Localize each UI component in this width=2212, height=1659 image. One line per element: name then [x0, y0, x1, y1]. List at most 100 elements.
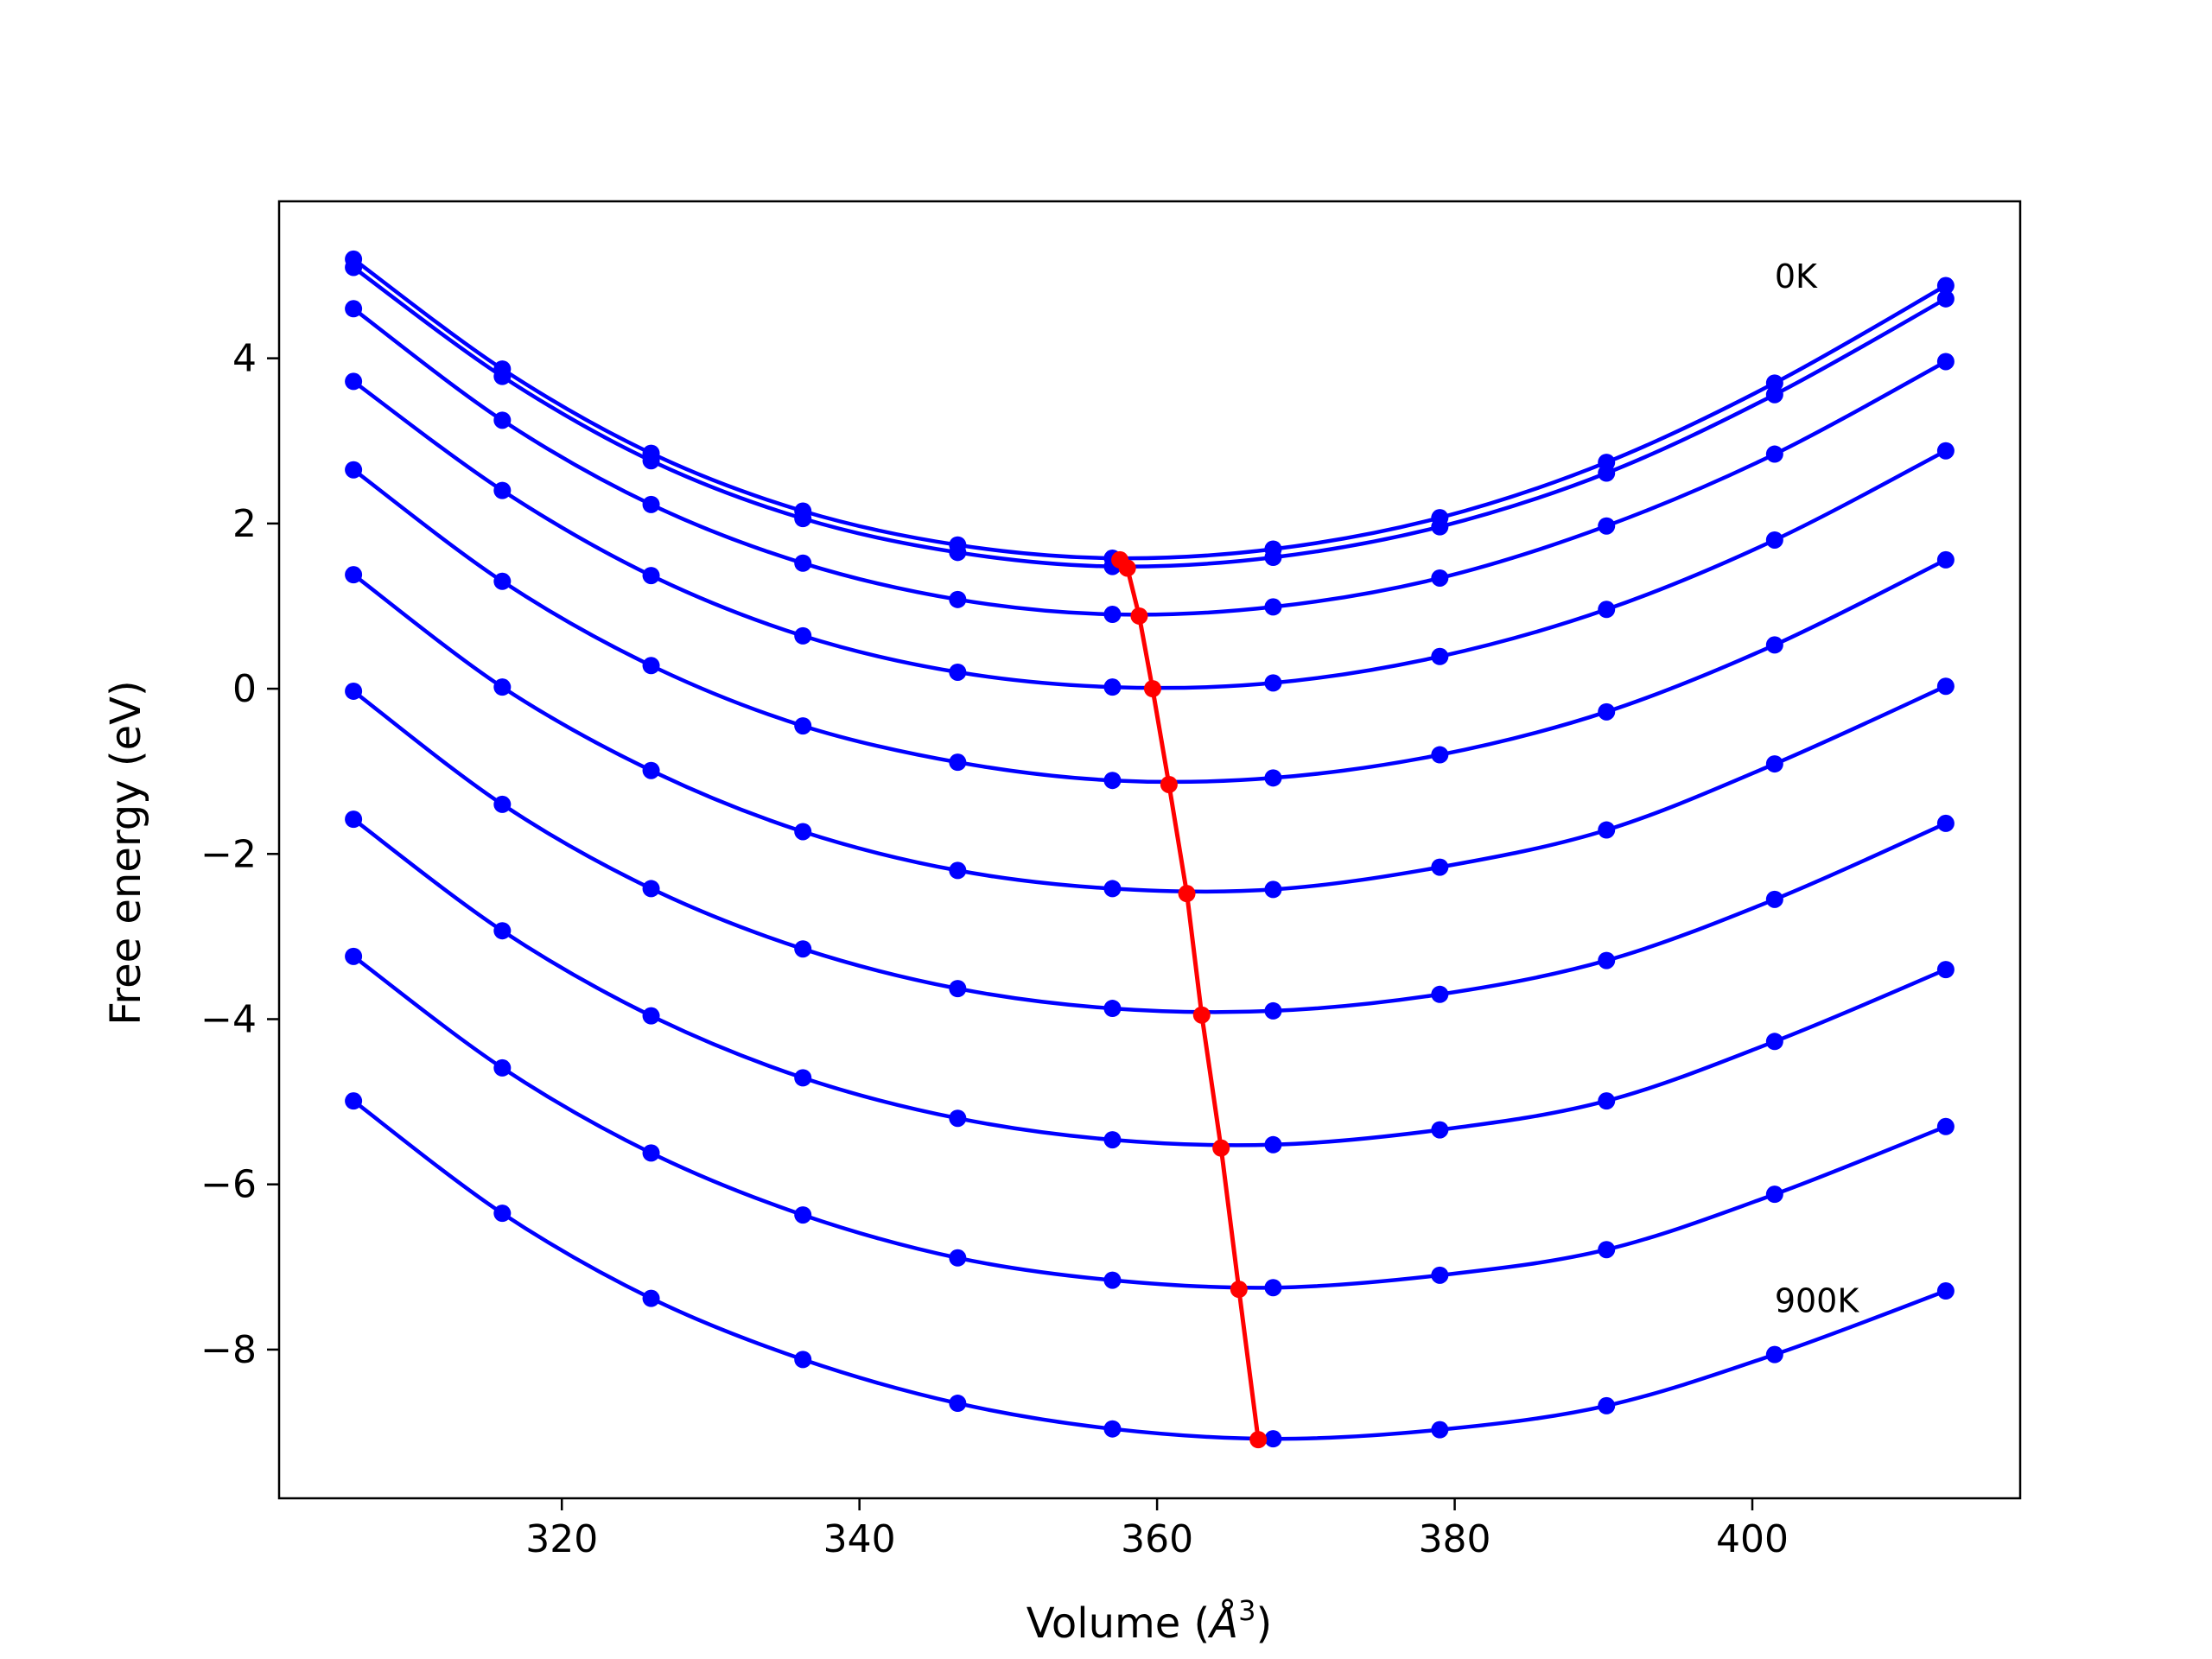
minimum-point [1160, 775, 1178, 793]
data-point [1103, 1000, 1122, 1018]
data-point [493, 481, 512, 499]
data-point [1598, 951, 1616, 969]
data-point [949, 1249, 967, 1267]
y-tick-label: 4 [232, 337, 257, 381]
minimum-point [1118, 559, 1136, 577]
x-axis-ticks: 320 340 360 380 400 [525, 1498, 1789, 1561]
data-point [345, 372, 363, 391]
data-point [1431, 569, 1449, 587]
data-point [1431, 858, 1449, 876]
data-point [345, 682, 363, 700]
data-point [794, 1069, 812, 1087]
data-point [642, 452, 660, 470]
data-point [794, 554, 812, 572]
data-point [1431, 985, 1449, 1003]
data-point [642, 495, 660, 513]
data-point [642, 1144, 660, 1162]
plot-frame [277, 200, 2022, 1500]
data-point [345, 566, 363, 584]
data-point [642, 880, 660, 898]
data-point [949, 1395, 967, 1413]
data-point [1598, 1396, 1616, 1414]
data-point [1103, 880, 1122, 898]
data-point [1264, 549, 1282, 567]
data-point [493, 367, 512, 385]
data-point [493, 1058, 512, 1077]
data-point [1598, 821, 1616, 839]
x-tick-label: 360 [1121, 1517, 1193, 1561]
data-point [949, 980, 967, 998]
y-axis-ticks: 4 2 0 −2 −4 −6 −8 [200, 337, 279, 1372]
data-point [1936, 677, 1955, 696]
data-point [1765, 531, 1783, 549]
data-point [642, 1007, 660, 1025]
data-point [1431, 1266, 1449, 1284]
series-layer [345, 250, 1955, 1448]
data-point [1103, 1131, 1122, 1149]
data-point [1431, 647, 1449, 665]
data-point [1936, 1282, 1955, 1300]
data-point [642, 761, 660, 779]
data-point [345, 810, 363, 829]
data-point [493, 795, 512, 813]
x-tick-label: 320 [525, 1517, 598, 1561]
data-point [1765, 1033, 1783, 1051]
data-point [1103, 772, 1122, 790]
data-point [794, 717, 812, 735]
data-point [949, 861, 967, 880]
data-point [1264, 1279, 1282, 1297]
y-tick-label: 2 [232, 502, 257, 546]
data-point [1765, 755, 1783, 773]
data-point [794, 510, 812, 528]
x-axis-label: Volume (Å3) [1027, 1594, 1272, 1648]
data-point [794, 940, 812, 958]
y-axis-label: Free energy (eV) [102, 680, 150, 1025]
data-point [1598, 1092, 1616, 1110]
data-point [794, 1351, 812, 1369]
x-tick-label: 340 [823, 1517, 896, 1561]
data-point [493, 572, 512, 590]
x-tick-label: 380 [1419, 1517, 1491, 1561]
data-point [949, 753, 967, 772]
data-point [794, 1206, 812, 1224]
data-point [1936, 550, 1955, 569]
data-point [1936, 961, 1955, 979]
minimum-energy-line [1118, 558, 1261, 1440]
y-tick-label: −4 [200, 997, 257, 1041]
data-point [1765, 1345, 1783, 1363]
y-tick-label: −8 [200, 1328, 257, 1372]
data-point [1936, 814, 1955, 832]
data-point [1936, 353, 1955, 371]
annotation-label: 900K [1775, 1282, 1860, 1320]
data-point [1936, 442, 1955, 460]
data-point [1103, 1271, 1122, 1289]
annotations: 0K 900K [1775, 257, 1860, 1320]
data-point [345, 461, 363, 479]
data-point [642, 657, 660, 675]
data-point [949, 663, 967, 681]
data-point [1598, 601, 1616, 619]
data-point [1264, 769, 1282, 787]
data-point [1598, 517, 1616, 535]
data-point [1264, 1135, 1282, 1154]
data-point [949, 543, 967, 562]
data-point [1431, 746, 1449, 764]
y-tick-label: 0 [232, 667, 257, 711]
minimum-point [1130, 607, 1148, 625]
data-point [1936, 289, 1955, 308]
data-point [949, 1109, 967, 1128]
data-point [1431, 518, 1449, 536]
minimum-point [1192, 1006, 1211, 1024]
data-point [1103, 1420, 1122, 1438]
data-point [1936, 276, 1955, 295]
data-point [1765, 1185, 1783, 1204]
data-point [1431, 1121, 1449, 1139]
data-point [345, 947, 363, 965]
y-tick-label: −6 [200, 1163, 257, 1207]
minimum-point [1249, 1431, 1268, 1449]
data-point [1431, 1421, 1449, 1439]
minimum-point [1230, 1281, 1248, 1299]
data-point [1765, 385, 1783, 404]
data-point [794, 823, 812, 841]
